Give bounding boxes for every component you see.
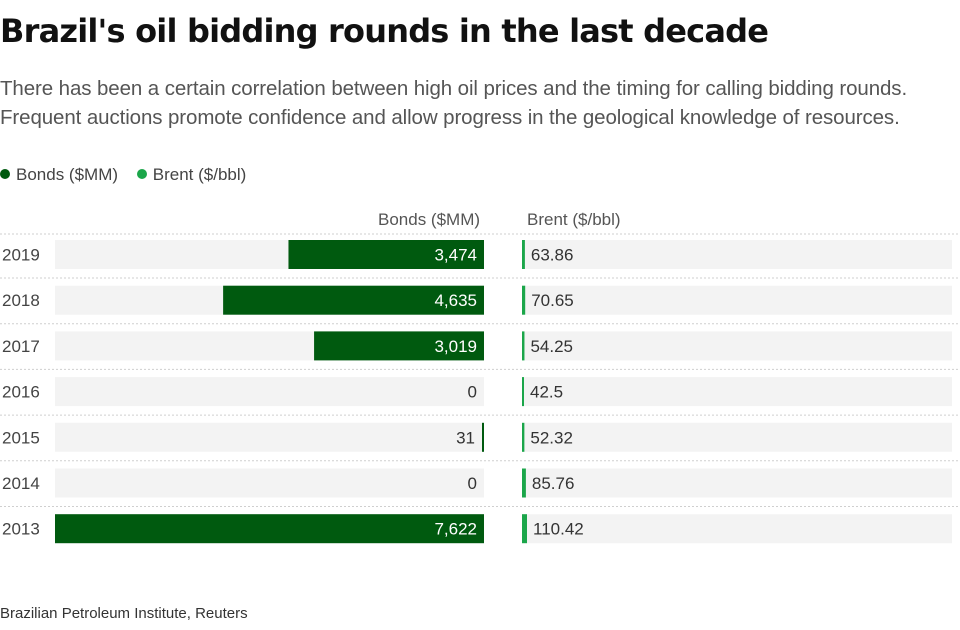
year-label: 2019	[2, 246, 40, 265]
chart-title: Brazil's oil bidding rounds in the last …	[0, 12, 769, 50]
column-header-bonds: Bonds ($MM)	[378, 210, 481, 229]
brent-track	[522, 422, 952, 452]
bonds-bar	[55, 514, 484, 544]
legend-label-brent: Brent ($/bbl)	[152, 165, 247, 184]
bonds-value-label: 7,622	[434, 520, 477, 539]
legend-item-bonds: Bonds ($MM)	[0, 165, 118, 185]
brent-value-label: 63.86	[531, 246, 574, 265]
bar-chart: 2019 3,474 63.86 2018 4,635 70.65 2017 3,019 54.…	[0, 233, 958, 544]
bonds-bar	[223, 285, 484, 315]
brent-track	[522, 468, 952, 498]
year-label: 2016	[2, 383, 40, 402]
brent-bar	[522, 331, 525, 361]
bonds-bar	[288, 240, 484, 269]
brent-value-label: 54.25	[530, 337, 573, 356]
bonds-value-label: 31	[456, 428, 475, 447]
brent-bar	[522, 285, 526, 315]
bonds-value-label: 3,019	[434, 337, 477, 356]
bonds-track	[55, 377, 484, 407]
bonds-track	[55, 422, 484, 452]
bonds-bar	[482, 422, 484, 452]
brent-value-label: 42.5	[530, 383, 563, 402]
brent-value-label: 85.76	[532, 474, 575, 493]
brent-bar	[522, 377, 524, 407]
brent-track	[522, 285, 952, 315]
bonds-value-label: 0	[468, 474, 477, 493]
chart-subtitle: There has been a certain correlation bet…	[0, 77, 908, 129]
brent-track	[522, 514, 952, 544]
brent-track	[522, 240, 952, 269]
brent-bar	[522, 240, 525, 269]
bonds-value-label: 4,635	[434, 291, 477, 310]
legend-swatch-bonds	[0, 169, 10, 179]
brent-value-label: 110.42	[533, 520, 584, 539]
brent-track	[522, 331, 952, 361]
legend-label-bonds: Bonds ($MM)	[16, 165, 119, 184]
brent-value-label: 70.65	[531, 291, 574, 310]
year-label: 2014	[2, 474, 40, 493]
source-note: Brazilian Petroleum Institute, Reuters	[0, 605, 248, 622]
year-label: 2017	[2, 337, 40, 356]
year-label: 2015	[2, 428, 40, 447]
column-header-brent: Brent ($/bbl)	[527, 210, 621, 229]
legend-swatch-brent	[136, 169, 147, 179]
bonds-bar	[314, 331, 484, 361]
bonds-value-label: 3,474	[434, 246, 477, 265]
brent-track	[522, 377, 952, 407]
brent-value-label: 52.32	[530, 428, 573, 447]
legend: Bonds ($MM) Brent ($/bbl)	[0, 165, 260, 185]
brent-bar	[522, 468, 526, 498]
brent-bar	[522, 514, 527, 544]
brent-bar	[522, 422, 525, 452]
legend-item-brent: Brent ($/bbl)	[136, 165, 247, 185]
bonds-track	[55, 468, 484, 498]
bonds-value-label: 0	[468, 383, 477, 402]
year-label: 2013	[2, 520, 40, 539]
year-label: 2018	[2, 291, 40, 310]
